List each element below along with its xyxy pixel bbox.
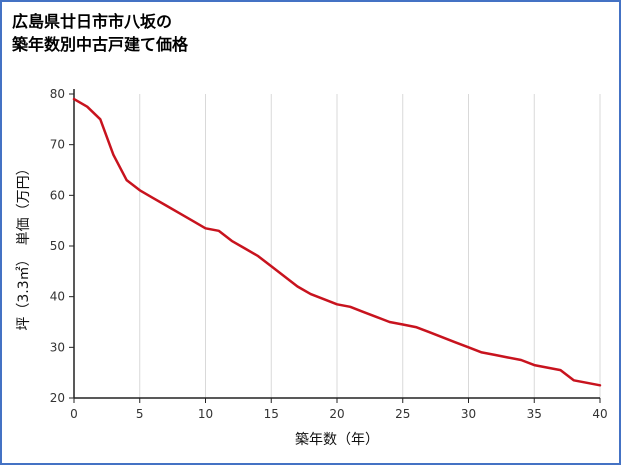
y-tick-label-70: 70 bbox=[50, 138, 65, 152]
x-tick-label-15: 15 bbox=[264, 407, 279, 421]
x-tick-label-5: 5 bbox=[136, 407, 144, 421]
y-tick-label-30: 30 bbox=[50, 340, 65, 354]
x-tick-label-35: 35 bbox=[527, 407, 542, 421]
price-line-chart: 20 30 40 50 60 70 80 0 5 10 15 20 25 30 35 40 築年数（年） 坪（3.… bbox=[16, 87, 608, 448]
y-tick-label-20: 20 bbox=[50, 391, 65, 405]
y-tick-label-50: 50 bbox=[50, 239, 65, 253]
price-line-series bbox=[72, 97, 602, 387]
x-tick-label-0: 0 bbox=[70, 407, 78, 421]
x-tick-label-20: 20 bbox=[329, 407, 344, 421]
x-tick-label-10: 10 bbox=[198, 407, 213, 421]
x-tick-label-30: 30 bbox=[461, 407, 476, 421]
chart-title-line1: 広島県廿日市市八坂の bbox=[12, 12, 173, 31]
x-tick-label-40: 40 bbox=[592, 407, 607, 421]
x-tick-label-25: 25 bbox=[395, 407, 410, 421]
chart-title-line2: 築年数別中古戸建て価格 bbox=[12, 35, 189, 55]
chart-title: 広島県廿日市市八坂の 築年数別中古戸建て価格 bbox=[12, 10, 188, 56]
x-axis-title: 築年数（年） bbox=[295, 432, 379, 448]
y-axis-title: 坪（3.3㎡） 単価（万円） bbox=[16, 161, 32, 330]
y-tick-label-80: 80 bbox=[50, 87, 65, 101]
y-tick-label-60: 60 bbox=[50, 188, 65, 202]
chart-area: 20 30 40 50 60 70 80 0 5 10 15 20 25 30 35 40 築年数（年） 坪（3.… bbox=[2, 72, 619, 463]
y-tick-label-40: 40 bbox=[50, 290, 65, 304]
